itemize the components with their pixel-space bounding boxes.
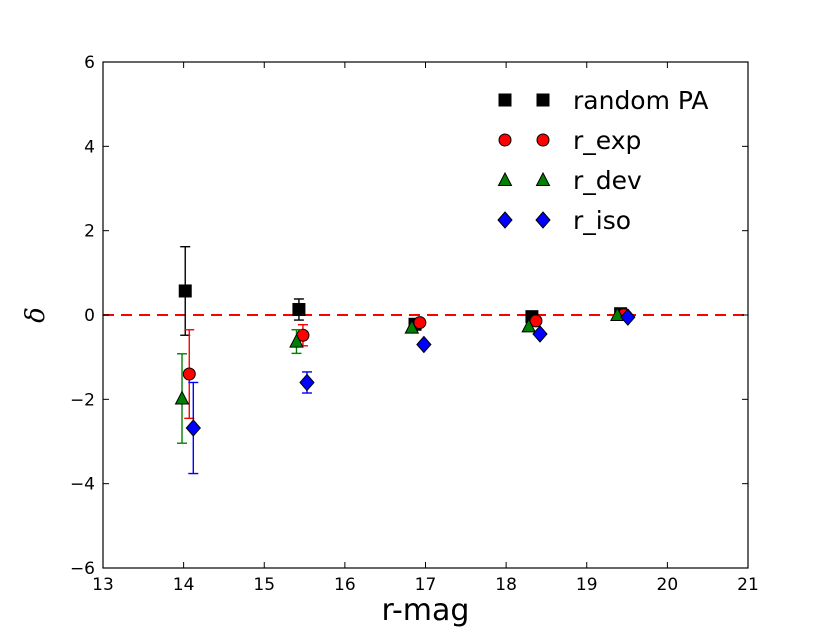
legend-marker-r-dev [497, 171, 513, 186]
legend-marker-r-dev [535, 171, 551, 186]
x-tick-label: 14 [173, 575, 195, 595]
x-tick-label: 21 [737, 575, 759, 595]
x-tick-label: 17 [415, 575, 437, 595]
legend-marker-r-iso [535, 211, 551, 229]
data-point-r-dev [404, 319, 420, 334]
data-point-r-iso [416, 335, 432, 354]
data-point-r-exp [413, 316, 427, 330]
data-point-r-iso [620, 308, 636, 326]
y-tick-label: 0 [84, 306, 95, 326]
legend-label: random PA [573, 86, 709, 115]
x-axis-label: r-mag [382, 593, 470, 628]
series-r-exp [182, 308, 631, 420]
data-point-r-dev [289, 333, 304, 348]
legend: random PA r_exp r_dev r_iso [497, 86, 709, 235]
series-r-dev [174, 306, 625, 444]
x-tick-label: 19 [576, 575, 598, 595]
plot-area [103, 245, 748, 475]
y-tick-label: −4 [70, 475, 95, 495]
data-point-r-dev [174, 390, 190, 405]
legend-label: r_iso [573, 206, 631, 235]
series-r-iso [185, 308, 636, 475]
data-point-random-pa [178, 284, 192, 298]
x-tick-label: 20 [657, 575, 679, 595]
legend-marker-r-exp [498, 133, 512, 147]
legend-marker-random-pa [498, 93, 512, 107]
legend-marker-r-exp [536, 133, 550, 147]
data-point-r-iso [185, 419, 201, 437]
x-tick-label: 13 [92, 575, 114, 595]
y-axis-label: δ [21, 307, 51, 323]
data-point-r-dev [521, 318, 537, 333]
x-tick-label: 18 [495, 575, 517, 595]
legend-label: r_dev [573, 166, 642, 195]
y-tick-label: 2 [84, 222, 95, 242]
x-tick-label: 16 [334, 575, 356, 595]
data-point-r-iso [299, 373, 315, 392]
x-tick-label: 15 [253, 575, 275, 595]
data-point-random-pa [292, 303, 306, 317]
legend-marker-r-iso [497, 211, 513, 229]
data-point-r-exp [182, 367, 196, 381]
legend-marker-random-pa [536, 93, 550, 107]
y-tick-label: 4 [84, 137, 95, 157]
y-tick-label: −6 [70, 559, 95, 579]
plot-frame [102, 61, 749, 569]
legend-label: r_exp [573, 126, 641, 155]
data-point-r-iso [532, 325, 548, 343]
y-tick-label: 6 [84, 53, 95, 73]
y-tick-label: −2 [70, 390, 95, 410]
series-random-pa [178, 245, 628, 336]
axis-ticks: 13 14 15 16 17 18 19 20 21 −6 −4 −2 0 2 4 6 [70, 53, 759, 595]
